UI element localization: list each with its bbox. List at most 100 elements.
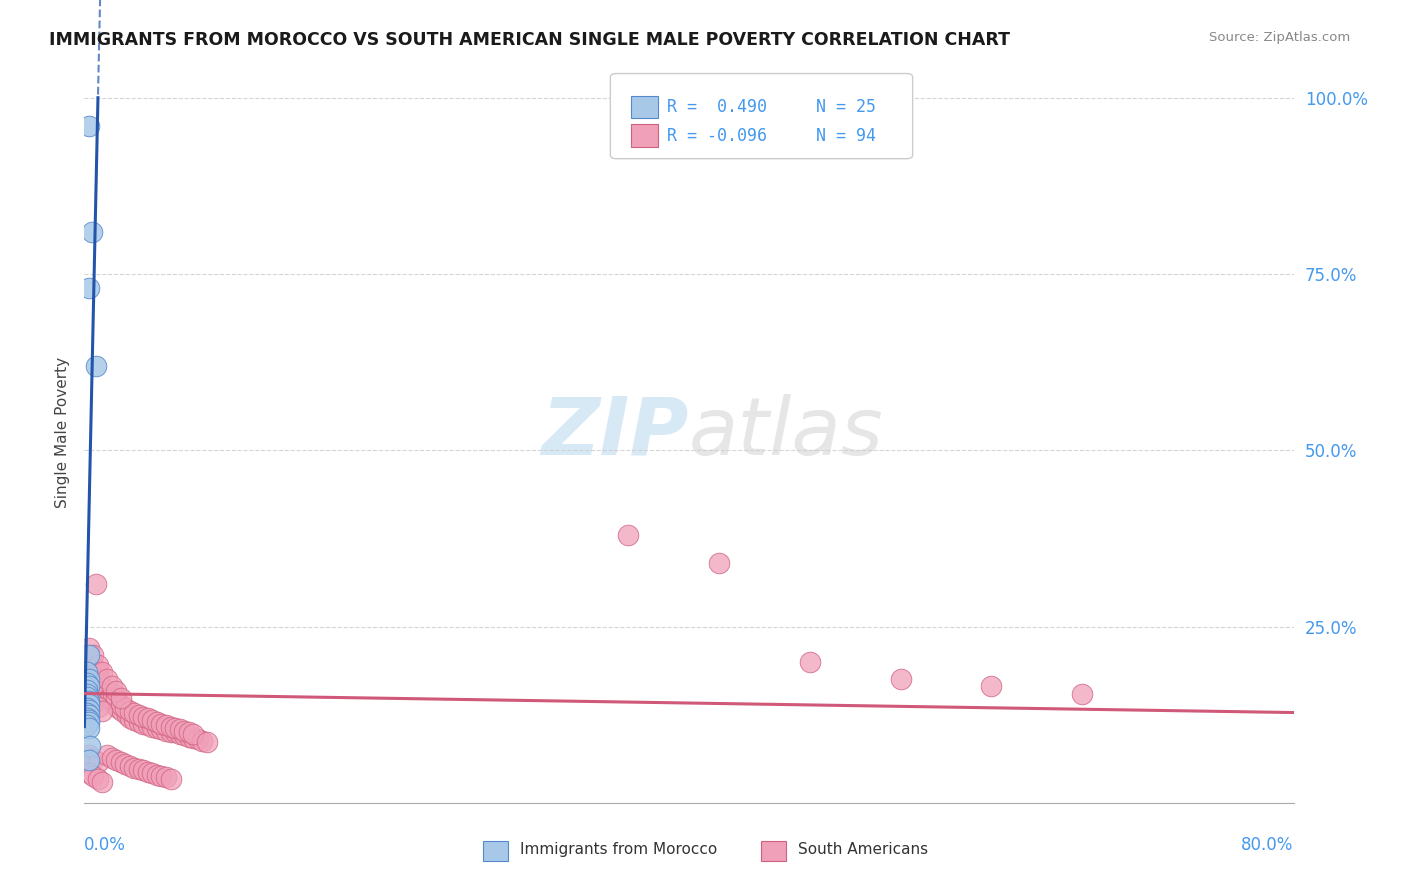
- Point: [165, 721, 187, 735]
- Point: [146, 714, 169, 729]
- Point: [105, 754, 128, 768]
- Point: [76, 700, 98, 714]
- Point: [191, 733, 214, 747]
- Point: [122, 760, 145, 774]
- Point: [122, 713, 145, 727]
- Text: South Americans: South Americans: [797, 842, 928, 857]
- Point: [104, 698, 127, 713]
- Point: [105, 684, 128, 698]
- Point: [799, 655, 821, 669]
- Point: [107, 700, 129, 714]
- Point: [80, 655, 103, 669]
- Point: [76, 690, 98, 704]
- Point: [1071, 686, 1094, 700]
- Point: [181, 727, 204, 741]
- Text: R =  0.490: R = 0.490: [668, 98, 768, 116]
- Point: [86, 359, 108, 373]
- Point: [100, 680, 122, 694]
- Point: [100, 750, 122, 764]
- Point: [84, 665, 107, 680]
- Point: [159, 720, 181, 734]
- Point: [141, 766, 163, 780]
- Point: [76, 686, 98, 700]
- Point: [150, 723, 173, 737]
- Point: [91, 704, 114, 718]
- Point: [165, 725, 187, 739]
- Point: [146, 767, 169, 781]
- FancyBboxPatch shape: [631, 125, 658, 146]
- Point: [110, 691, 132, 706]
- Point: [89, 673, 111, 687]
- Point: [155, 771, 177, 785]
- Point: [79, 739, 101, 754]
- Point: [90, 677, 112, 691]
- Point: [128, 707, 150, 722]
- Point: [136, 764, 159, 779]
- Point: [114, 700, 136, 714]
- Point: [77, 680, 100, 694]
- Point: [82, 752, 104, 766]
- Point: [77, 281, 100, 295]
- Point: [159, 725, 181, 739]
- Point: [141, 713, 163, 727]
- Point: [173, 723, 195, 738]
- Point: [77, 703, 100, 717]
- Point: [111, 704, 134, 718]
- Point: [79, 680, 101, 694]
- Point: [87, 699, 110, 714]
- Point: [105, 691, 128, 706]
- Point: [187, 732, 209, 747]
- Point: [181, 731, 204, 745]
- Point: [87, 665, 110, 680]
- Point: [77, 693, 100, 707]
- Point: [155, 723, 177, 738]
- Point: [114, 757, 136, 772]
- Text: Immigrants from Morocco: Immigrants from Morocco: [520, 842, 717, 857]
- Point: [77, 691, 100, 706]
- Point: [118, 759, 141, 773]
- Point: [97, 691, 120, 706]
- Text: 80.0%: 80.0%: [1241, 836, 1294, 855]
- Point: [110, 755, 132, 769]
- Point: [82, 648, 104, 662]
- Point: [96, 691, 118, 706]
- Point: [132, 710, 155, 724]
- Text: ZIP: ZIP: [541, 393, 689, 472]
- Point: [77, 697, 100, 711]
- Point: [980, 680, 1002, 694]
- Point: [77, 673, 100, 687]
- Point: [86, 577, 108, 591]
- FancyBboxPatch shape: [762, 840, 786, 862]
- Point: [82, 696, 104, 710]
- Point: [76, 718, 98, 732]
- Point: [91, 774, 114, 789]
- Point: [76, 665, 98, 680]
- Point: [150, 716, 173, 731]
- Point: [91, 665, 114, 680]
- Text: 0.0%: 0.0%: [84, 836, 127, 855]
- Point: [177, 730, 200, 744]
- Point: [77, 754, 100, 768]
- Point: [155, 718, 177, 732]
- Text: Source: ZipAtlas.com: Source: ZipAtlas.com: [1209, 31, 1350, 45]
- Point: [132, 764, 155, 778]
- Point: [177, 725, 200, 739]
- Point: [101, 686, 124, 700]
- Point: [128, 714, 150, 729]
- Point: [96, 673, 118, 687]
- Point: [87, 658, 110, 673]
- Point: [77, 708, 100, 723]
- Point: [82, 769, 104, 783]
- FancyBboxPatch shape: [610, 73, 912, 159]
- Point: [96, 747, 118, 762]
- Point: [146, 721, 169, 735]
- Point: [150, 769, 173, 783]
- Point: [82, 673, 104, 687]
- Point: [87, 772, 110, 786]
- Point: [122, 706, 145, 720]
- Point: [77, 119, 100, 133]
- Point: [76, 711, 98, 725]
- Point: [76, 676, 98, 690]
- Y-axis label: Single Male Poverty: Single Male Poverty: [55, 357, 70, 508]
- Point: [169, 723, 191, 737]
